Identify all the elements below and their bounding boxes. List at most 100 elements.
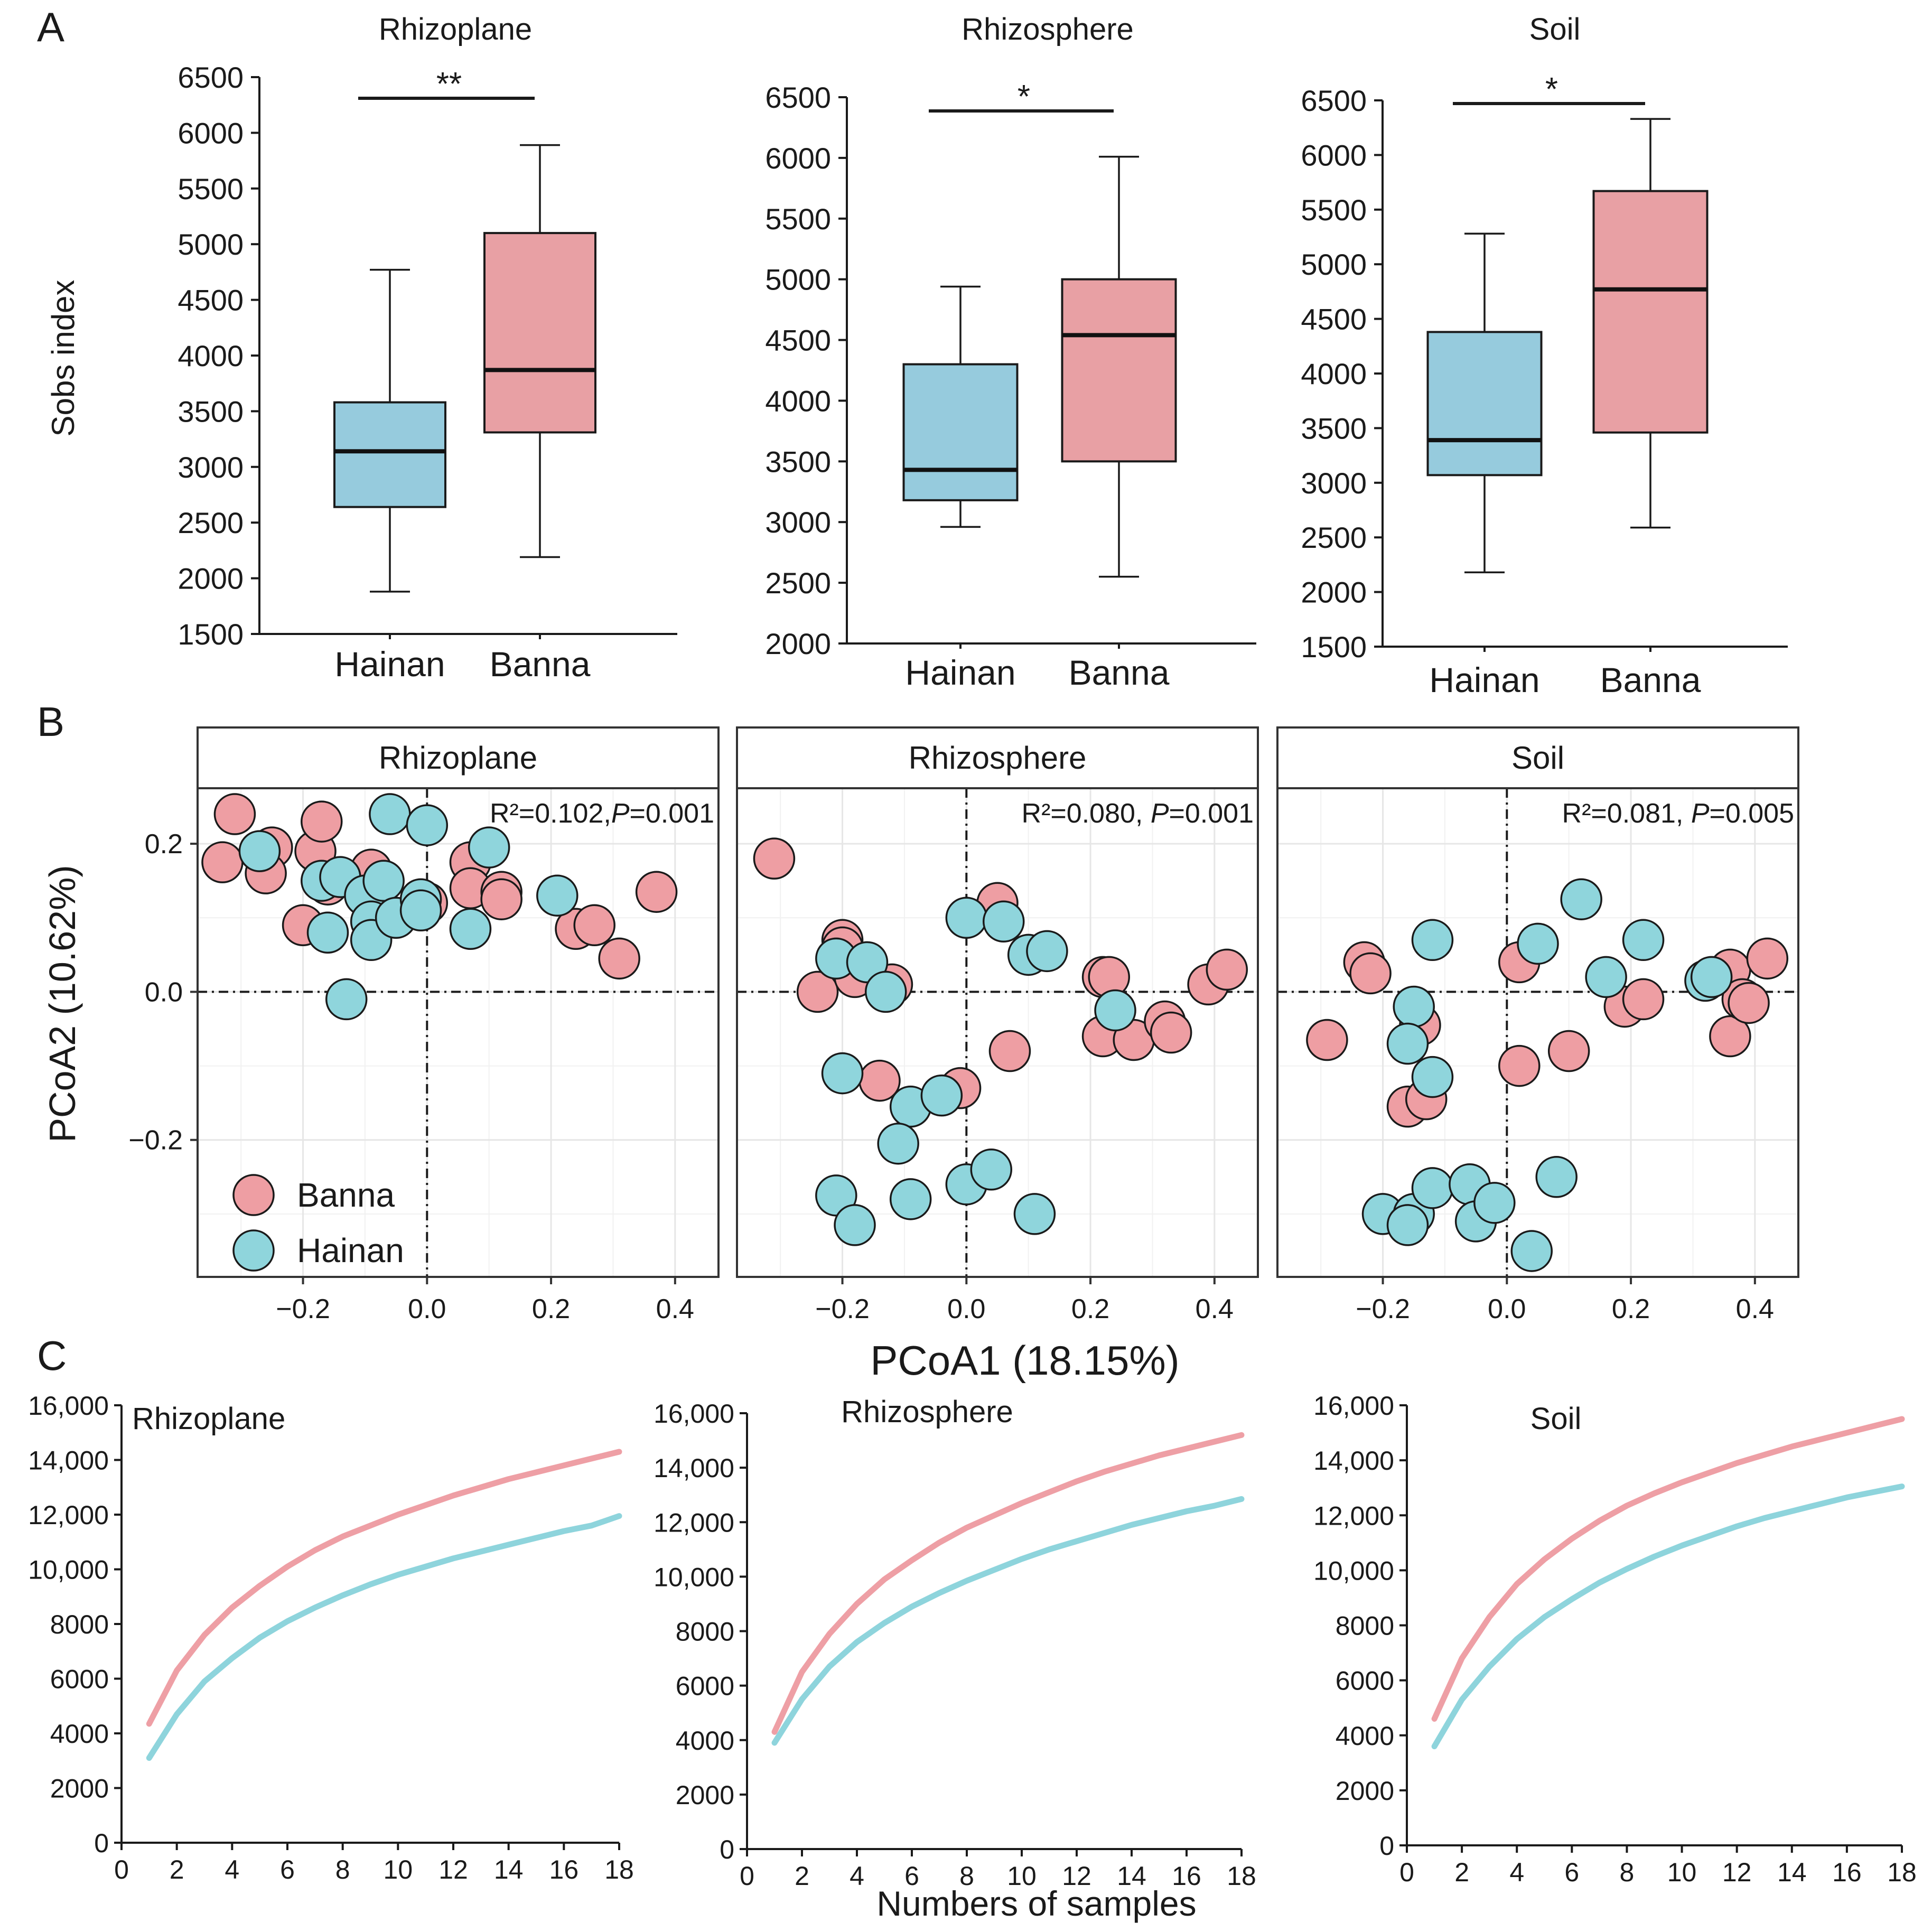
plot-title: Soil — [1529, 12, 1581, 46]
point-hainan — [1386, 1022, 1429, 1065]
x-tick-label: 0.4 — [1196, 1294, 1234, 1324]
point-hainan — [369, 793, 411, 835]
point-hainan — [449, 908, 492, 950]
x-tick-label: −0.2 — [276, 1294, 330, 1324]
y-tick-label: 14,000 — [654, 1453, 734, 1483]
y-tick-label: 3500 — [178, 395, 244, 428]
facet-statistic: R²=0.080, P=0.001 — [1022, 798, 1254, 829]
point-banna — [1349, 952, 1392, 995]
y-tick-label: 5000 — [765, 263, 831, 296]
y-tick-label: 10,000 — [654, 1562, 734, 1592]
x-tick-label: −0.2 — [1356, 1294, 1410, 1324]
x-tick-label: 0 — [114, 1855, 129, 1884]
category-label: Banna — [1069, 653, 1170, 692]
y-axis-label: PCoA2 (10.62%) — [42, 865, 83, 1142]
point-hainan — [238, 830, 281, 872]
curve-banna — [771, 1432, 1245, 1735]
y-tick-label: 1500 — [1301, 630, 1367, 664]
y-tick-label: 12,000 — [1313, 1501, 1394, 1530]
point-banna — [201, 841, 244, 883]
curve-banna — [1431, 1416, 1905, 1722]
point-hainan — [834, 1204, 876, 1246]
point-hainan — [970, 1149, 1013, 1191]
y-tick-label: 6000 — [1336, 1666, 1394, 1696]
point-hainan — [945, 897, 988, 939]
category-label: Hainan — [1429, 660, 1539, 699]
point-hainan — [821, 1052, 864, 1095]
facet-border — [197, 787, 720, 1278]
point-hainan — [536, 874, 578, 917]
x-tick-label: 16 — [549, 1855, 579, 1884]
legend-label-hainan: Hainan — [297, 1231, 404, 1270]
y-tick-label: 6000 — [50, 1665, 109, 1694]
point-hainan — [1411, 919, 1454, 962]
x-tick-label: 18 — [1227, 1861, 1256, 1891]
x-tick-label: 16 — [1172, 1861, 1201, 1891]
significance-marker: ** — [436, 66, 462, 102]
significance-marker: * — [1018, 79, 1030, 115]
curve-hainan — [771, 1496, 1245, 1746]
x-tick-label: 14 — [1117, 1861, 1146, 1891]
y-tick-label: 0 — [720, 1835, 734, 1864]
y-tick-label: 3000 — [178, 451, 244, 484]
x-tick-label: 0 — [740, 1861, 754, 1891]
y-tick-label: 2000 — [1336, 1776, 1394, 1806]
y-tick-label: 6000 — [676, 1672, 734, 1701]
x-axis-label: Numbers of samples — [876, 1884, 1196, 1923]
x-tick-label: 14 — [1777, 1858, 1807, 1887]
x-tick-label: 2 — [1454, 1858, 1469, 1887]
panel-label-c: C — [37, 1332, 67, 1379]
point-banna — [1206, 948, 1248, 991]
y-tick-label: 5500 — [1301, 193, 1367, 227]
point-hainan — [1393, 985, 1435, 1028]
y-tick-label: 0.2 — [145, 829, 183, 860]
plot-title: Soil — [1530, 1402, 1582, 1436]
point-hainan — [1690, 956, 1733, 998]
curve-hainan — [146, 1513, 622, 1761]
point-hainan — [1473, 1182, 1516, 1224]
x-tick-label: 0.4 — [1736, 1294, 1774, 1324]
plot-title: Rhizosphere — [962, 12, 1134, 46]
y-tick-label: 4500 — [178, 284, 244, 317]
x-axis-label: PCoA1 (18.15%) — [870, 1337, 1179, 1384]
x-tick-label: 0.2 — [532, 1294, 570, 1324]
y-tick-label: 0 — [94, 1828, 109, 1858]
x-tick-label: 6 — [280, 1855, 295, 1884]
point-hainan — [982, 900, 1025, 943]
y-tick-label: 4500 — [765, 324, 831, 357]
y-tick-label: 3000 — [1301, 466, 1367, 500]
category-label: Banna — [490, 645, 591, 684]
point-banna — [598, 937, 640, 980]
x-tick-label: 12 — [1062, 1861, 1091, 1891]
stat-p-value: =0.005 — [1710, 798, 1795, 829]
point-hainan — [1386, 1204, 1429, 1246]
point-hainan — [1013, 1193, 1056, 1235]
y-tick-label: 10,000 — [1313, 1556, 1394, 1585]
y-tick-label: 3000 — [765, 506, 831, 539]
y-tick-label: 6500 — [765, 81, 831, 114]
point-banna — [753, 837, 796, 880]
point-banna — [796, 970, 839, 1013]
y-tick-label: 16,000 — [1313, 1391, 1394, 1421]
y-tick-label: 2000 — [765, 627, 831, 660]
x-tick-label: 0.4 — [656, 1294, 694, 1324]
box-banna — [483, 232, 596, 434]
stat-r2: R²=0.102, — [490, 798, 611, 829]
y-tick-label: 16,000 — [28, 1391, 109, 1421]
x-tick-label: 0.2 — [1071, 1294, 1109, 1324]
curve-banna — [146, 1449, 622, 1727]
stat-p-label: P — [1151, 798, 1169, 829]
point-banna — [1746, 937, 1789, 980]
point-hainan — [406, 804, 449, 846]
point-hainan — [1585, 956, 1627, 998]
x-tick-label: 0 — [1399, 1858, 1414, 1887]
y-tick-label: −0.2 — [128, 1125, 183, 1156]
point-banna — [1622, 978, 1665, 1021]
x-tick-label: 14 — [494, 1855, 524, 1884]
point-hainan — [1535, 1156, 1578, 1198]
facet-title: Rhizosphere — [909, 740, 1087, 776]
stat-r2: R²=0.080, — [1022, 798, 1151, 829]
y-tick-label: 4000 — [178, 339, 244, 372]
point-hainan — [468, 826, 510, 869]
point-hainan — [1510, 1230, 1553, 1272]
